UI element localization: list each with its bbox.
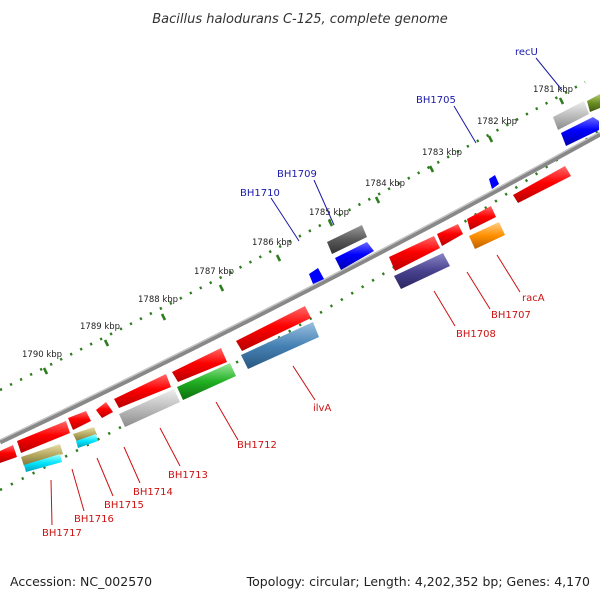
gene-BH1705[interactable] <box>553 101 589 130</box>
gene-racA[interactable] <box>513 166 571 203</box>
gene-BH1716-red[interactable] <box>17 421 70 453</box>
gene-label-BH1707[interactable]: BH1707 <box>491 310 531 321</box>
forward-strand-genes <box>309 94 600 284</box>
gene-BH1708-red2[interactable] <box>389 236 440 271</box>
reverse-gene-labels: racA BH1707 BH1708 ilvA BH1712 BH1713 BH… <box>42 293 545 539</box>
reverse-leader-lines <box>50 254 521 526</box>
forward-gene-labels: recU BH1705 BH1709 BH1710 <box>240 47 538 199</box>
gene-BH1712[interactable] <box>177 363 236 400</box>
gene-label-BH1714[interactable]: BH1714 <box>133 487 173 498</box>
scale-label: 1783 kbp <box>422 148 462 158</box>
gene-label-BH1715[interactable]: BH1715 <box>104 500 144 511</box>
accession-text: Accession: NC_002570 <box>10 574 152 589</box>
gene-BH1712-red[interactable] <box>172 348 227 382</box>
gene-ilvA[interactable] <box>241 322 319 369</box>
major-ticks <box>42 97 565 375</box>
gene-label-BH1710[interactable]: BH1710 <box>240 188 280 199</box>
gene-label-BH1717[interactable]: BH1717 <box>42 528 82 539</box>
gene-BH1708[interactable] <box>394 253 450 289</box>
gene-BH1709-lower[interactable] <box>335 242 374 270</box>
gene-BH1707[interactable] <box>467 206 496 230</box>
gene-label-BH1712[interactable]: BH1712 <box>237 440 277 451</box>
gene-label-ilvA[interactable]: ilvA <box>313 403 331 414</box>
gene-BH1708-red[interactable] <box>437 224 463 246</box>
gene-label-BH1709[interactable]: BH1709 <box>277 169 317 180</box>
gene-BH1713[interactable] <box>119 389 180 427</box>
scale-label: 1789 kbp <box>80 322 120 332</box>
scale-label: 1790 kbp <box>22 350 62 360</box>
gene-BH1705-lower[interactable] <box>561 117 599 146</box>
gene-BH1715-khaki[interactable] <box>73 427 97 442</box>
scale-label: 1781 kbp <box>533 85 573 95</box>
gene-ilvA-red[interactable] <box>236 306 311 351</box>
gene-label-BH1713[interactable]: BH1713 <box>168 470 208 481</box>
gene-label-recU[interactable]: recU <box>515 47 538 58</box>
scale-label: 1787 kbp <box>194 267 234 277</box>
gene-BH1716[interactable] <box>76 434 98 448</box>
genome-backbone <box>0 131 600 445</box>
scale-label: 1786 kbp <box>252 238 292 248</box>
scale-label: 1784 kbp <box>365 179 405 189</box>
inner-dotted-track <box>0 128 600 492</box>
gene-BH1715[interactable] <box>68 411 91 430</box>
gene-BH1710[interactable] <box>309 268 324 284</box>
scale-label: 1788 kbp <box>138 295 178 305</box>
gene-racA-orange[interactable] <box>469 222 505 249</box>
gene-BH1717[interactable] <box>24 454 62 472</box>
gene-BH1709[interactable] <box>327 225 367 254</box>
forward-leader-lines <box>270 57 563 242</box>
gene-label-racA[interactable]: racA <box>522 293 545 304</box>
gene-BH1713-red[interactable] <box>114 374 171 408</box>
gene-label-BH1716[interactable]: BH1716 <box>74 514 114 525</box>
gene-label-BH1708[interactable]: BH1708 <box>456 329 496 340</box>
scale-label: 1782 kbp <box>477 117 517 127</box>
gene-recU[interactable] <box>587 94 600 112</box>
gene-BH1717-khaki[interactable] <box>21 444 63 466</box>
genome-summary-text: Topology: circular; Length: 4,202,352 bp… <box>246 574 590 589</box>
map-title: Bacillus halodurans C-125, complete geno… <box>152 12 448 27</box>
reverse-strand-genes <box>0 166 571 472</box>
gene-label-BH1705[interactable]: BH1705 <box>416 95 456 106</box>
gene-small-blue[interactable] <box>489 175 499 189</box>
gene-left-red[interactable] <box>0 445 17 463</box>
gene-BH1714[interactable] <box>96 402 113 418</box>
